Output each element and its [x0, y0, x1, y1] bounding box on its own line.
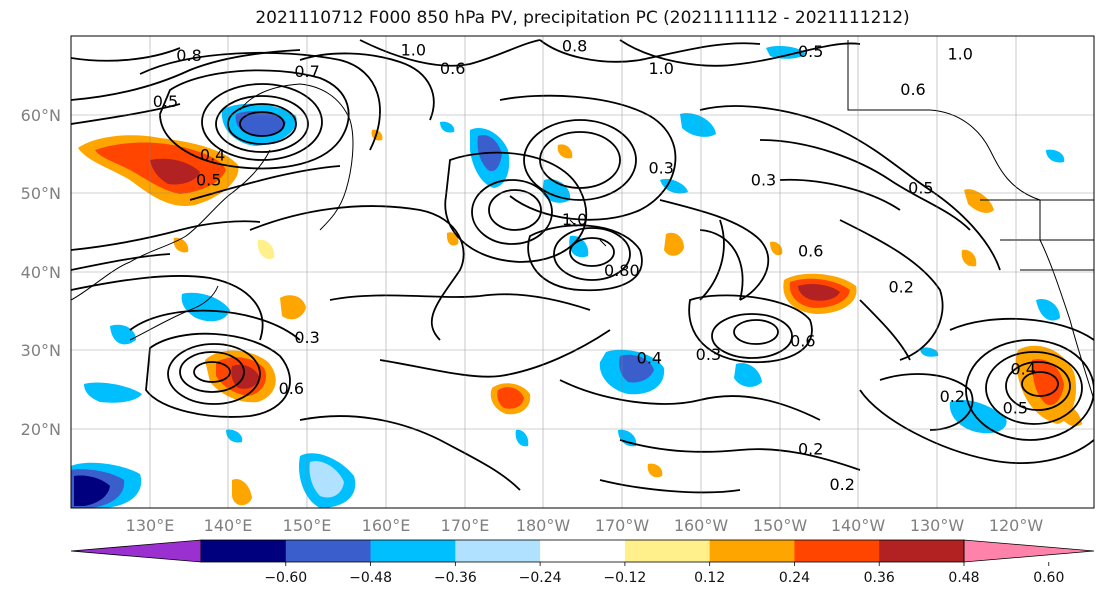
map-frame — [70, 35, 1095, 509]
colorbar-segment — [624, 540, 711, 562]
lon-label-150w: 150°W — [753, 516, 808, 535]
contour-label: 0.6 — [798, 241, 823, 260]
contour-label: 0.4 — [637, 348, 662, 367]
lon-label-180w: 180°W — [516, 516, 571, 535]
lat-labels: 60°N 50°N 40°N 30°N 20°N — [21, 106, 61, 439]
lon-label-120w: 120°W — [989, 516, 1044, 535]
contour-label: 0.6 — [279, 379, 304, 398]
colorbar-extend-low — [70, 539, 202, 563]
contour-label: 0.2 — [940, 387, 965, 406]
contour-label: 1.0 — [648, 59, 673, 78]
lon-label-130w: 130°W — [910, 516, 965, 535]
contour-label: 0.6 — [790, 332, 815, 351]
contour-label: 1.0 — [401, 41, 426, 60]
colorbar-segment — [879, 540, 965, 562]
colorbar-segment — [709, 540, 795, 562]
colorbar-tick-label: −0.24 — [519, 570, 562, 586]
contour-label: 0.3 — [751, 170, 776, 189]
colorbar-segment — [370, 540, 456, 562]
colorbar-extend-high — [963, 539, 1095, 563]
title-bar: 2021110712 F000 850 hPa PV, precipitatio… — [0, 0, 1105, 36]
coastlines — [71, 40, 1094, 401]
contour-label: 0.7 — [294, 62, 319, 81]
colorbar-segment — [201, 540, 287, 562]
lon-label-140w: 140°W — [831, 516, 886, 535]
negative-anomaly-fills — [71, 46, 1065, 508]
contour-label: 1.0 — [562, 210, 587, 229]
contour-label: 0.2 — [888, 277, 913, 296]
lon-label-150e: 150°E — [283, 516, 332, 535]
colorbar-tick-label: 0.24 — [779, 570, 810, 586]
colorbar-segment — [455, 540, 541, 562]
colorbar-segment — [285, 540, 372, 562]
lon-label-140e: 140°E — [204, 516, 253, 535]
contour-label: 0.5 — [798, 42, 823, 61]
contour-label: 1.0 — [947, 45, 972, 64]
contour-label: 0.5 — [196, 170, 221, 189]
contour-label: 0.3 — [696, 345, 721, 364]
colorbar-segment — [540, 540, 626, 562]
lon-label-130e: 130°E — [126, 516, 175, 535]
map-content: 0.8 1.0 0.7 0.6 0.5 0.8 0.5 1.0 1.0 0.6 0.4 0.5 0.3 0… — [71, 36, 1094, 508]
contour-label: 0.80 — [604, 261, 640, 280]
contour-label: 0.4 — [1010, 359, 1035, 378]
lat-label-60: 60°N — [21, 106, 61, 125]
lat-label-40: 40°N — [21, 263, 61, 282]
lon-label-170w: 170°W — [595, 516, 650, 535]
page-title: 2021110712 F000 850 hPa PV, precipitatio… — [255, 8, 910, 28]
colorbar — [70, 539, 1095, 563]
colorbar-segment — [794, 540, 880, 562]
contour-label: 0.8 — [176, 46, 201, 65]
pv-contours — [71, 39, 1094, 494]
lon-label-170e: 170°E — [441, 516, 490, 535]
lon-labels: 130°E 140°E 150°E 160°E 170°E 180°W 170°… — [126, 516, 1044, 535]
contour-label: 0.3 — [294, 328, 319, 347]
colorbar-tick-label: 0.36 — [864, 570, 895, 586]
colorbar-tick-label: 0.60 — [1033, 570, 1064, 586]
contour-label: 0.5 — [908, 178, 933, 197]
colorbar-tick-label: 0.12 — [694, 570, 725, 586]
colorbar-tick-labels: −0.60 −0.48 −0.36 −0.24 −0.12 0.12 0.24 0.36 0.4… — [264, 562, 1064, 586]
colorbar-tick-label: −0.60 — [264, 570, 307, 586]
colorbar-tick-label: −0.12 — [603, 570, 646, 586]
lon-label-160w: 160°W — [674, 516, 729, 535]
lat-label-20: 20°N — [21, 420, 61, 439]
contour-label: 0.2 — [798, 440, 823, 459]
lat-label-50: 50°N — [21, 184, 61, 203]
contour-label: 0.4 — [200, 145, 225, 164]
colorbar-tick-label: −0.48 — [349, 570, 392, 586]
lon-label-160e: 160°E — [362, 516, 411, 535]
colorbar-frame — [200, 539, 965, 563]
contour-labels: 0.8 1.0 0.7 0.6 0.5 0.8 0.5 1.0 1.0 0.6 0.4 0.5 0.3 0… — [153, 37, 1036, 494]
lat-label-30: 30°N — [21, 341, 61, 360]
contour-label: 0.5 — [153, 92, 178, 111]
colorbar-tick-label: −0.36 — [434, 570, 477, 586]
contour-label: 0.2 — [829, 475, 854, 494]
colorbar-tick-label: 0.48 — [948, 570, 979, 586]
graticule — [71, 36, 1094, 508]
contour-label: 0.6 — [900, 80, 925, 99]
contour-label: 0.3 — [648, 159, 673, 178]
contour-label: 0.8 — [562, 37, 587, 56]
contour-label: 0.5 — [1003, 399, 1028, 418]
contour-label: 0.6 — [440, 59, 465, 78]
